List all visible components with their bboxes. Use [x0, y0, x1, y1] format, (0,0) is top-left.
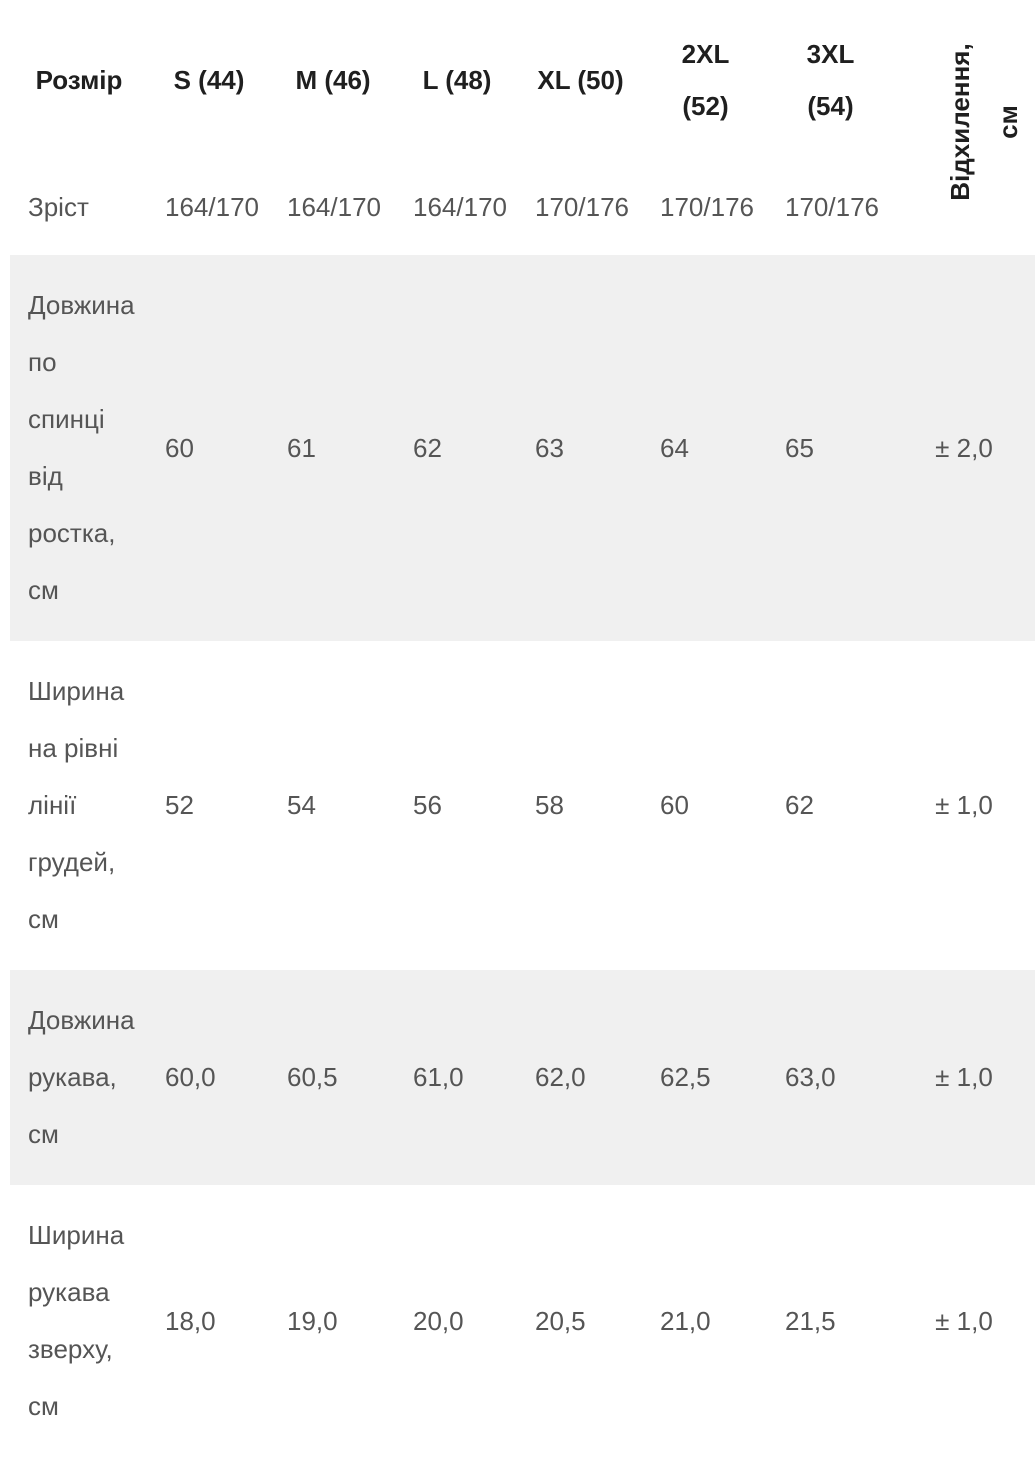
table-cell: 170/176: [660, 192, 754, 222]
deviation-cell: ± 1,0: [935, 790, 993, 820]
header-label: L (48): [422, 65, 492, 95]
table-cell: 65: [768, 255, 893, 641]
row-label: Ширина рукава зверху, см: [28, 1220, 125, 1421]
table-cell: 170/176: [785, 192, 879, 222]
table-cell: 62: [396, 255, 518, 641]
table-cell: 52: [165, 790, 194, 820]
table-cell: 20,0: [413, 1305, 464, 1336]
table-cell: 62,0: [518, 970, 643, 1185]
table-cell: 164/170: [287, 192, 381, 222]
header-label: 3XL: [806, 39, 855, 69]
row-label: Ширина на рівні лінії грудей, см: [28, 676, 125, 934]
table-cell: 170/176: [535, 192, 629, 222]
table-cell: 54: [287, 790, 316, 820]
table-cell: 20,5: [535, 1305, 586, 1336]
deviation-cell: ± 1,0: [893, 970, 1035, 1185]
table-cell: 19,0: [287, 1305, 338, 1336]
header-label: Відхилення,: [945, 43, 975, 202]
table-cell: 21,0: [660, 1305, 711, 1336]
table-header-row: Розмір S (44) M (46) L (48) XL (50) 2XL (…: [10, 0, 1035, 201]
table-cell: 61,0: [396, 970, 518, 1185]
row-label: Довжина по спинці від ростка, см: [10, 255, 148, 641]
deviation-header-rotated: Відхилення, см: [936, 0, 1032, 247]
table-row-back-length: Довжина по спинці від ростка, см 60 61 6…: [10, 255, 1035, 641]
header-m: M (46): [270, 0, 396, 160]
table-row-chest-width: Ширина на рівні лінії грудей, см 52 54 5…: [10, 641, 1035, 970]
table-row-sleeve-length: Довжина рукава, см 60,0 60,5 61,0 62,0 6…: [10, 970, 1035, 1185]
header-label-line2: см: [993, 105, 1023, 140]
header-label: XL (50): [537, 65, 624, 95]
header-label: 2XL: [681, 39, 730, 69]
table-cell: 56: [413, 790, 442, 820]
header-size: Розмір: [10, 0, 148, 160]
header-label: M (46): [295, 65, 371, 95]
deviation-cell: ± 1,0: [935, 1305, 993, 1336]
header-label: S (44): [173, 65, 245, 95]
header-label-line2: (52): [682, 91, 729, 121]
table-cell: 63: [518, 255, 643, 641]
deviation-cell: ± 2,0: [893, 255, 1035, 641]
table-row-height: Зріст 164/170 164/170 164/170 170/176 17…: [10, 160, 1035, 255]
table-cell: 21,5: [785, 1305, 836, 1336]
header-2xl: 2XL (52): [643, 0, 768, 160]
header-s: S (44): [148, 0, 270, 160]
header-3xl: 3XL (54): [768, 0, 893, 160]
table-cell: 62,5: [643, 970, 768, 1185]
size-chart-table: Розмір S (44) M (46) L (48) XL (50) 2XL (…: [10, 0, 1035, 1457]
table-cell: 164/170: [413, 192, 507, 222]
header-l: L (48): [396, 0, 518, 160]
table-cell: 164/170: [165, 192, 259, 222]
table-cell: 63,0: [768, 970, 893, 1185]
table-cell: 60,0: [148, 970, 270, 1185]
header-deviation: Відхилення, см: [893, 0, 1035, 255]
table-cell: 61: [270, 255, 396, 641]
row-label: Довжина рукава, см: [10, 970, 148, 1185]
header-xl: XL (50): [518, 0, 643, 160]
table-cell: 60,5: [270, 970, 396, 1185]
table-cell: 60: [148, 255, 270, 641]
table-cell: 62: [785, 790, 814, 820]
table-row-sleeve-top-width: Ширина рукава зверху, см 18,0 19,0 20,0 …: [10, 1185, 1035, 1457]
row-label: Зріст: [28, 192, 89, 222]
header-label-line2: (54): [807, 91, 854, 121]
table-cell: 18,0: [165, 1305, 216, 1336]
table-cell: 58: [535, 790, 564, 820]
header-label: Розмір: [35, 65, 123, 95]
table-cell: 64: [643, 255, 768, 641]
table-cell: 60: [660, 790, 689, 820]
